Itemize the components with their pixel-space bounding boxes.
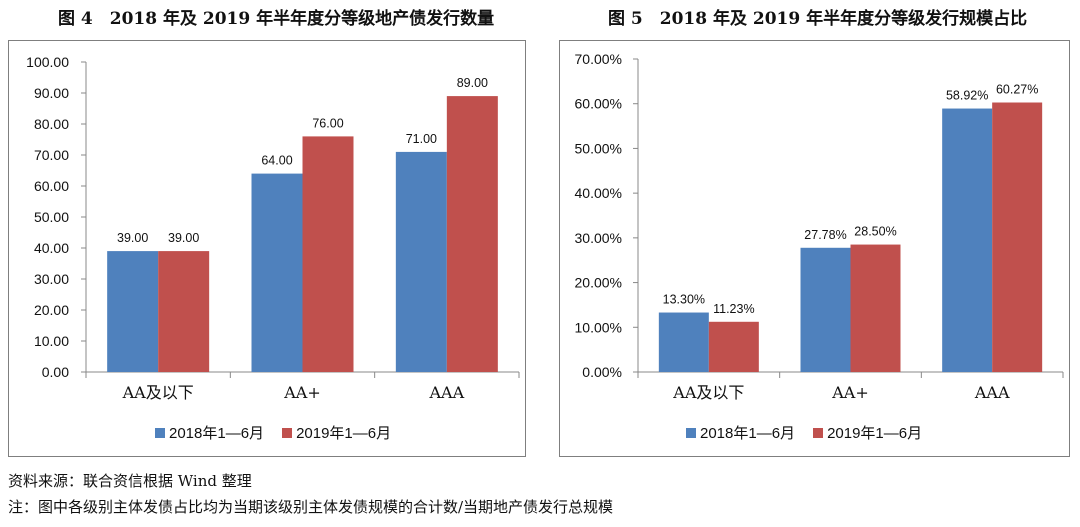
- legend-label-2018: 2018年1—6月: [169, 425, 265, 442]
- legend-item-2019: 2019年1—6月: [282, 422, 391, 443]
- footnote: 注：图中各级别主体发债占比均为当期该级别主体发债规模的合计数/当期地产债发行总规…: [8, 498, 614, 516]
- bar-2019: [992, 102, 1043, 372]
- y-tick-label: 60.00%: [575, 96, 622, 112]
- x-category-label: AA+: [283, 383, 321, 402]
- y-tick-label: 0.00: [42, 364, 69, 380]
- bar-2018: [251, 173, 303, 372]
- bar-2018: [658, 312, 709, 372]
- source-note: 资料来源：联合资信根据 Wind 整理: [8, 472, 252, 490]
- data-label: 11.23%: [713, 302, 754, 316]
- y-tick-label: 70.00: [34, 147, 69, 163]
- data-label: 27.78%: [804, 228, 846, 242]
- legend-swatch-2019: [813, 427, 824, 438]
- chart-figure4: 0.00 10.00 20.00 30.00 40.00 50.00 60.00 70.00 8…: [8, 40, 526, 457]
- y-tick-label: 10.00%: [575, 319, 622, 335]
- y-tick-label: 60.00: [34, 178, 69, 194]
- x-category-label: AAA: [428, 383, 464, 402]
- data-label: 64.00: [261, 154, 292, 168]
- bar-2018: [942, 108, 993, 372]
- y-tick-label: 80.00: [34, 116, 69, 132]
- y-tick-label: 40.00: [34, 240, 69, 256]
- legend-item-2019: 2019年1—6月: [813, 422, 922, 443]
- bar-2019: [302, 136, 354, 372]
- y-tick-label: 10.00: [34, 333, 69, 349]
- bar-2019: [708, 321, 759, 372]
- x-category-label: AAA: [974, 383, 1010, 402]
- y-tick-label: 30.00: [34, 271, 69, 287]
- legend-swatch-2018: [155, 427, 165, 438]
- data-label: 71.00: [406, 132, 437, 146]
- legend-label-2019: 2019年1—6月: [827, 425, 923, 442]
- y-tick-label: 50.00: [34, 209, 69, 225]
- y-tick-label: 30.00%: [575, 230, 622, 246]
- legend-item-2018: 2018年1—6月: [686, 422, 795, 443]
- y-tick-label: 20.00%: [575, 275, 622, 291]
- data-label: 76.00: [312, 116, 343, 130]
- y-tick-label: 100.00: [26, 54, 69, 70]
- figure4-title: 图 4 2018 年及 2019 年半年度分等级地产债发行数量: [58, 9, 495, 29]
- data-label: 58.92%: [946, 89, 988, 103]
- legend-label-2019: 2019年1—6月: [296, 425, 392, 442]
- y-tick-label: 70.00%: [575, 51, 622, 67]
- bar-2018: [107, 251, 159, 372]
- chart-figure5-svg: 0.00% 10.00% 20.00% 30.00% 40.00% 50.00% 60.00…: [575, 51, 1064, 402]
- figure5-title: 图 5 2018 年及 2019 年半年度分等级发行规模占比: [608, 9, 1028, 29]
- chart-figure5: 0.00% 10.00% 20.00% 30.00% 40.00% 50.00% 60.00…: [559, 40, 1070, 457]
- x-category-label: AA及以下: [122, 383, 194, 402]
- chart-figure5-legend: 2018年1—6月 2019年1—6月: [686, 422, 922, 443]
- legend-item-2018: 2018年1—6月: [155, 422, 264, 443]
- legend-swatch-2018: [686, 427, 696, 438]
- chart-figure4-svg: 0.00 10.00 20.00 30.00 40.00 50.00 60.00 70.00 8…: [26, 54, 520, 402]
- bar-2019: [850, 244, 901, 372]
- data-label: 39.00: [117, 231, 148, 245]
- y-tick-label: 20.00: [34, 302, 69, 318]
- x-category-label: AA及以下: [672, 383, 744, 402]
- bar-2018: [395, 151, 447, 372]
- data-label: 89.00: [457, 76, 488, 90]
- y-tick-label: 50.00%: [575, 140, 622, 156]
- data-label: 60.27%: [996, 83, 1038, 97]
- y-tick-label: 90.00: [34, 85, 69, 101]
- x-category-label: AA+: [831, 383, 869, 402]
- data-label: 39.00: [168, 231, 199, 245]
- y-tick-label: 0.00%: [582, 364, 622, 380]
- chart-figure4-legend: 2018年1—6月 2019年1—6月: [155, 422, 391, 443]
- y-tick-label: 40.00%: [575, 185, 622, 201]
- bar-2019: [446, 96, 498, 372]
- bar-2018: [800, 247, 851, 372]
- legend-label-2018: 2018年1—6月: [700, 425, 796, 442]
- bar-2019: [158, 251, 210, 372]
- data-label: 28.50%: [854, 225, 896, 239]
- legend-swatch-2019: [282, 427, 293, 438]
- data-label: 13.30%: [663, 293, 705, 307]
